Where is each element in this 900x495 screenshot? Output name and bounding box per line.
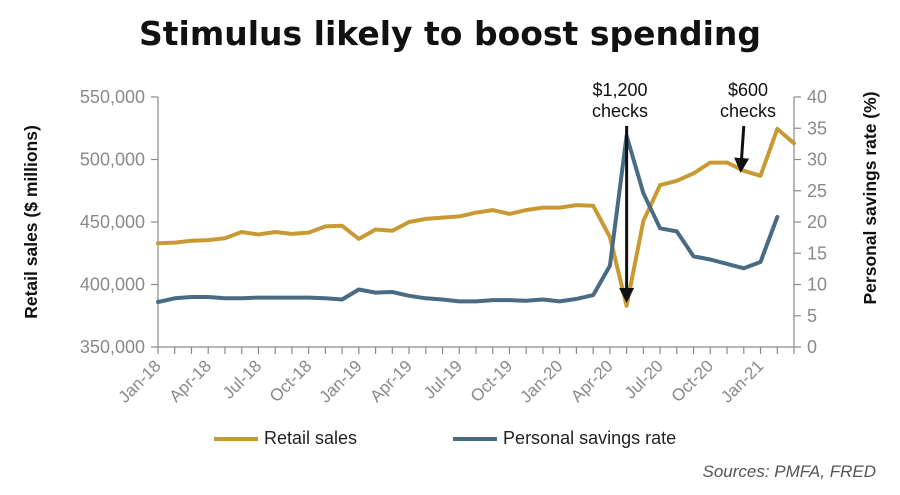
y-right-tick-label: 20 — [807, 212, 827, 232]
chart-series — [156, 126, 796, 308]
retail-sales-line — [156, 126, 796, 308]
legend-label-retail-sales: Retail sales — [264, 428, 358, 448]
y-axis-right-title: Personal savings rate (%) — [860, 92, 880, 305]
legend-label-savings-rate: Personal savings rate — [503, 428, 677, 448]
legend-swatch-retail-sales — [214, 436, 258, 441]
legend-item-retail-sales: Retail sales — [214, 428, 357, 449]
x-tick-label: Jan-20 — [516, 356, 566, 406]
y-right-tick-label: 0 — [807, 337, 817, 357]
legend-item-savings-rate: Personal savings rate — [453, 428, 676, 449]
y-left-tick-label: 500,000 — [80, 150, 145, 170]
x-tick-label: Oct-19 — [467, 356, 517, 406]
annotation-checks: checks — [592, 101, 648, 121]
x-tick-label: Jul-19 — [420, 356, 466, 402]
y-right-tick-label: 15 — [807, 243, 827, 263]
chart-title: Stimulus likely to boost spending — [138, 14, 762, 53]
x-tick-label: Jan-18 — [115, 356, 165, 406]
y-right-tick-label: 30 — [807, 150, 827, 170]
x-tick-label: Jan-19 — [315, 356, 365, 406]
source-note: Sources: PMFA, FRED — [702, 462, 877, 481]
x-tick-label: Oct-20 — [668, 356, 718, 406]
y-right-tick-label: 40 — [807, 87, 827, 107]
y-left-tick-label: 550,000 — [80, 87, 145, 107]
y-axis-left-title: Retail sales ($ millions) — [21, 125, 41, 319]
y-right-tick-label: 5 — [807, 306, 817, 326]
x-tick-label: Jul-20 — [621, 356, 667, 402]
annotation-checks: checks — [720, 101, 776, 121]
x-tick-label: Apr-19 — [366, 356, 416, 406]
savings-rate-line — [156, 133, 780, 304]
y-right-tick-label: 25 — [807, 181, 827, 201]
y-right-tick-label: 35 — [807, 118, 827, 138]
y-left-tick-label: 400,000 — [80, 275, 145, 295]
x-tick-label: Apr-18 — [166, 356, 216, 406]
x-tick-label: Apr-20 — [567, 356, 617, 406]
x-tick-label: Jan-21 — [717, 356, 767, 406]
x-axis-ticks: Jan-18 Apr-18 Jul-18 Oct-18 Jan-19 Apr-19 Jul-… — [115, 347, 795, 407]
legend-swatch-savings-rate — [453, 436, 498, 441]
chart-legend: Retail sales Personal savings rate — [214, 428, 676, 449]
chart-axes: 350,000 400,000 450,000 500,000 550,000 0 5 10 1… — [80, 87, 827, 357]
y-left-tick-label: 350,000 — [80, 337, 145, 357]
annotation-amount: $600 — [728, 80, 768, 100]
x-tick-label: Oct-18 — [266, 356, 316, 406]
y-left-tick-label: 450,000 — [80, 212, 145, 232]
y-right-tick-label: 10 — [807, 275, 827, 295]
annotation-arrow — [734, 125, 750, 173]
annotation-amount: $1,200 — [592, 80, 647, 100]
x-tick-label: Jul-18 — [219, 356, 265, 402]
